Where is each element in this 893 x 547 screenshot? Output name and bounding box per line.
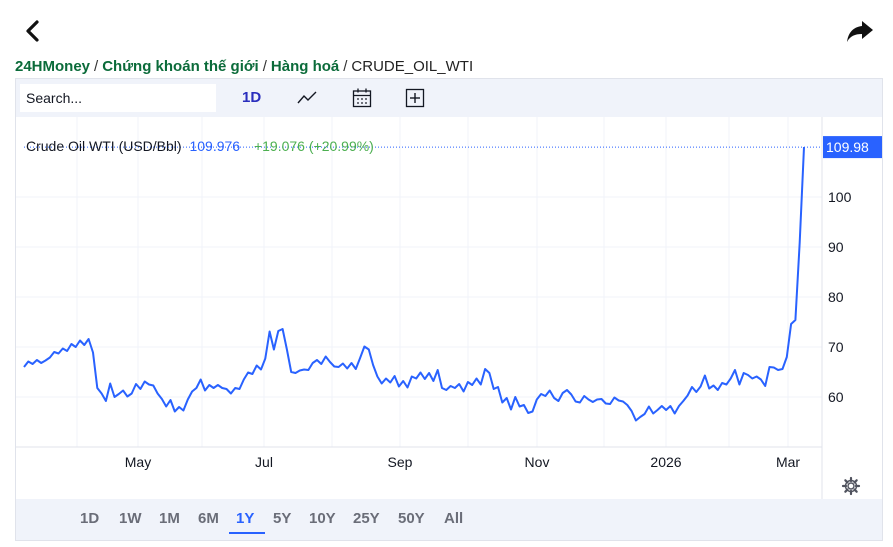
date-range-button[interactable]: [351, 87, 373, 109]
gear-icon[interactable]: [841, 476, 861, 496]
add-indicator-icon: [405, 88, 425, 108]
range-button-1d[interactable]: 1D: [80, 510, 100, 527]
x-tick-label: Jul: [255, 454, 273, 470]
y-tick-label: 80: [828, 289, 844, 305]
range-button-5y[interactable]: 5Y: [273, 510, 292, 527]
legend-symbol-name: Crude Oil WTI (USD/Bbl): [26, 138, 182, 154]
price-series-line: [23, 147, 805, 422]
range-button-10y[interactable]: 10Y: [309, 510, 336, 527]
last-price-badge: [823, 136, 882, 159]
last-price-label: 109.98: [826, 139, 869, 155]
range-button-all[interactable]: All: [444, 510, 464, 527]
breadcrumb-separator: /: [262, 58, 267, 75]
y-tick-label: 100: [828, 189, 852, 205]
x-tick-label: Mar: [776, 454, 800, 470]
range-button-1w[interactable]: 1W: [119, 510, 142, 527]
back-button[interactable]: [18, 16, 48, 46]
legend-price: 109.976: [189, 138, 241, 154]
breadcrumb-link-commodities[interactable]: Hàng hoá: [270, 58, 340, 75]
range-button-1m[interactable]: 1M: [159, 510, 180, 527]
range-button-1y[interactable]: 1Y: [236, 510, 255, 527]
interval-button[interactable]: 1D: [242, 89, 262, 106]
y-tick-label: 60: [828, 389, 844, 405]
y-tick-label: 70: [828, 339, 844, 355]
x-tick-label: May: [125, 454, 151, 470]
symbol-search-input[interactable]: [20, 84, 216, 112]
range-button-25y[interactable]: 25Y: [353, 510, 380, 527]
breadcrumb-separator: /: [94, 58, 99, 75]
breadcrumb-separator: /: [343, 58, 348, 75]
top-navigation-bar: [0, 0, 893, 56]
indicators-button[interactable]: [404, 87, 426, 109]
range-button-6m[interactable]: 6M: [198, 510, 219, 527]
calendar-icon: [352, 88, 372, 108]
share-arrow-icon: [847, 21, 873, 42]
chevron-left-icon: [26, 20, 39, 42]
chart-style-button[interactable]: [296, 87, 318, 109]
price-chart[interactable]: 60 70 80 90 100 May Jul Sep Nov 2026 Mar 109.98: [16, 117, 882, 499]
breadcrumb-current: CRUDE_OIL_WTI: [351, 58, 474, 75]
range-button-50y[interactable]: 50Y: [398, 510, 425, 527]
chart-legend: Crude Oil WTI (USD/Bbl) 109.976 +19.076 …: [26, 138, 374, 154]
breadcrumb-link-24hmoney[interactable]: 24HMoney: [15, 58, 91, 75]
y-tick-label: 90: [828, 239, 844, 255]
share-button[interactable]: [845, 16, 875, 46]
line-chart-icon: [297, 91, 317, 104]
breadcrumb-link-world-stocks[interactable]: Chứng khoán thế giới: [102, 58, 259, 75]
x-tick-label: 2026: [650, 454, 681, 470]
x-tick-label: Nov: [525, 454, 550, 470]
breadcrumb: 24HMoney / Chứng khoán thế giới / Hàng hoá / C…: [15, 58, 473, 75]
x-tick-label: Sep: [388, 454, 413, 470]
chart-area[interactable]: 60 70 80 90 100 May Jul Sep Nov 2026 Mar 109.98: [16, 117, 882, 499]
time-range-bar: 1D 1W 1M 6M 1Y 5Y 10Y 25Y 50Y All: [16, 499, 882, 540]
chart-toolbar: 1D: [16, 79, 882, 117]
legend-change: +19.076 (+20.99%): [253, 138, 374, 154]
active-range-indicator: [229, 532, 265, 534]
